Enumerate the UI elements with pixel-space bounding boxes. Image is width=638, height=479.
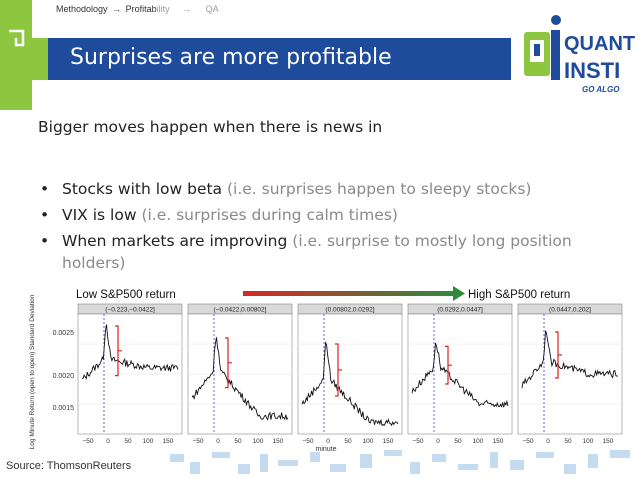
x-axis-label: minute <box>315 446 336 453</box>
surprise-bracket <box>555 331 562 379</box>
x-tick-label: 50 <box>564 438 572 445</box>
breadcrumb-methodology[interactable]: Methodology <box>56 4 108 14</box>
title-accent <box>32 38 48 80</box>
slide-title: Surprises are more profitable <box>70 45 392 70</box>
x-tick-label: 0 <box>106 438 110 445</box>
chart-panel: (0.0292,0.0447] −50 0 50 100 150 <box>407 303 513 445</box>
x-tick-label: 50 <box>344 438 352 445</box>
x-tick-label: 100 <box>143 438 154 445</box>
intro-text: Bigger moves happen when there is news i… <box>38 118 383 136</box>
volatility-series <box>411 342 509 408</box>
x-tick-label: −50 <box>192 438 203 445</box>
chart-panels: (−0.223,−0.0422]−50 0 50 100 150(−0.0422,0.0… <box>77 303 623 445</box>
bullet-dot-icon: • <box>40 180 50 198</box>
x-tick-label: 0 <box>216 438 220 445</box>
breadcrumb-profitability[interactable]: Profitability <box>125 4 170 14</box>
x-tick-label: 100 <box>583 438 594 445</box>
bullet-dot-icon: • <box>40 232 50 250</box>
decorative-pattern <box>170 450 630 474</box>
chart-panel: (−0.223,−0.0422] −50 0 50 100 150 <box>77 303 183 445</box>
volatility-series <box>521 330 619 389</box>
chart-panel: (0.0447,0.202] −50 0 50 100 150 <box>517 303 623 445</box>
panel-label: (0.0292,0.0447] <box>437 307 483 314</box>
source-citation: Source: ThomsonReuters <box>6 460 132 472</box>
surprise-bracket <box>445 345 452 385</box>
x-tick-label: 100 <box>253 438 264 445</box>
bullet-vix-low: • VIX is low (i.e. surprises during calm… <box>40 206 398 224</box>
bullet-low-beta: • Stocks with low beta (i.e. surprises h… <box>40 180 532 198</box>
logo-tagline: GO ALGO <box>582 85 620 94</box>
arrow-low-label: Low S&P500 return <box>76 289 176 301</box>
volatility-series <box>81 324 179 380</box>
panel-label: (0.00802,0.0292] <box>325 307 374 314</box>
x-tick-label: 150 <box>603 438 614 445</box>
surprise-bracket <box>225 337 232 389</box>
volatility-series <box>301 341 399 427</box>
volatility-series <box>191 337 289 421</box>
side-accent-bar <box>0 0 32 110</box>
x-tick-label: 50 <box>234 438 242 445</box>
x-tick-label: 150 <box>163 438 174 445</box>
quantinsti-logo: QUANT INSTI GO ALGO <box>524 15 635 94</box>
x-tick-label: 150 <box>273 438 284 445</box>
x-tick-label: 50 <box>124 438 132 445</box>
x-tick-label: 100 <box>473 438 484 445</box>
panel-label: (−0.223,−0.0422] <box>105 307 155 314</box>
breadcrumb: Methodology → Profitability → QA <box>56 4 221 14</box>
x-tick-label: 100 <box>363 438 374 445</box>
title-band <box>48 38 511 80</box>
bullet-dot-icon: • <box>40 206 50 224</box>
panel-label: (0.0447,0.202] <box>549 307 591 314</box>
bullet-markets-improving: • When markets are improving (i.e. surpr… <box>40 232 572 272</box>
x-tick-label: 0 <box>436 438 440 445</box>
x-tick-label: 0 <box>326 438 330 445</box>
surprise-bracket <box>115 325 122 377</box>
y-tick-label: 0.0015 <box>53 405 75 412</box>
chart-panel: (0.00802,0.0292] −50 0 50 100 150 <box>297 303 403 445</box>
bracket-icon <box>9 29 25 47</box>
volatility-figure: Log Minute Return (open to open) Standar… <box>28 282 628 454</box>
chart-ylabel: Log Minute Return (open to open) Standar… <box>29 294 36 449</box>
x-tick-label: 0 <box>546 438 550 445</box>
x-tick-label: −50 <box>412 438 423 445</box>
breadcrumb-qa[interactable]: QA <box>205 4 219 14</box>
x-tick-label: 150 <box>493 438 504 445</box>
x-tick-label: 50 <box>454 438 462 445</box>
breadcrumb-arrow: → <box>182 4 192 14</box>
breadcrumb-arrow: → <box>112 4 122 14</box>
logo-quant: QUANT <box>564 33 635 55</box>
x-tick-label: −50 <box>522 438 533 445</box>
return-gradient-arrow <box>243 291 453 296</box>
panel-label: (−0.0422,0.00802] <box>214 307 267 314</box>
chart-panel: (−0.0422,0.00802] −50 0 50 100 150 <box>187 303 293 445</box>
x-tick-label: −50 <box>302 438 313 445</box>
y-tick-label: 0.0020 <box>53 373 75 380</box>
arrow-head-icon <box>453 286 465 301</box>
x-tick-label: −50 <box>82 438 93 445</box>
surprise-bracket <box>335 343 342 397</box>
x-tick-label: 150 <box>383 438 394 445</box>
logo-insti: INSTI <box>564 58 620 83</box>
y-tick-label: 0.0025 <box>53 330 75 337</box>
arrow-high-label: High S&P500 return <box>468 289 570 301</box>
bullet-list: • Stocks with low beta (i.e. surprises h… <box>38 178 578 278</box>
